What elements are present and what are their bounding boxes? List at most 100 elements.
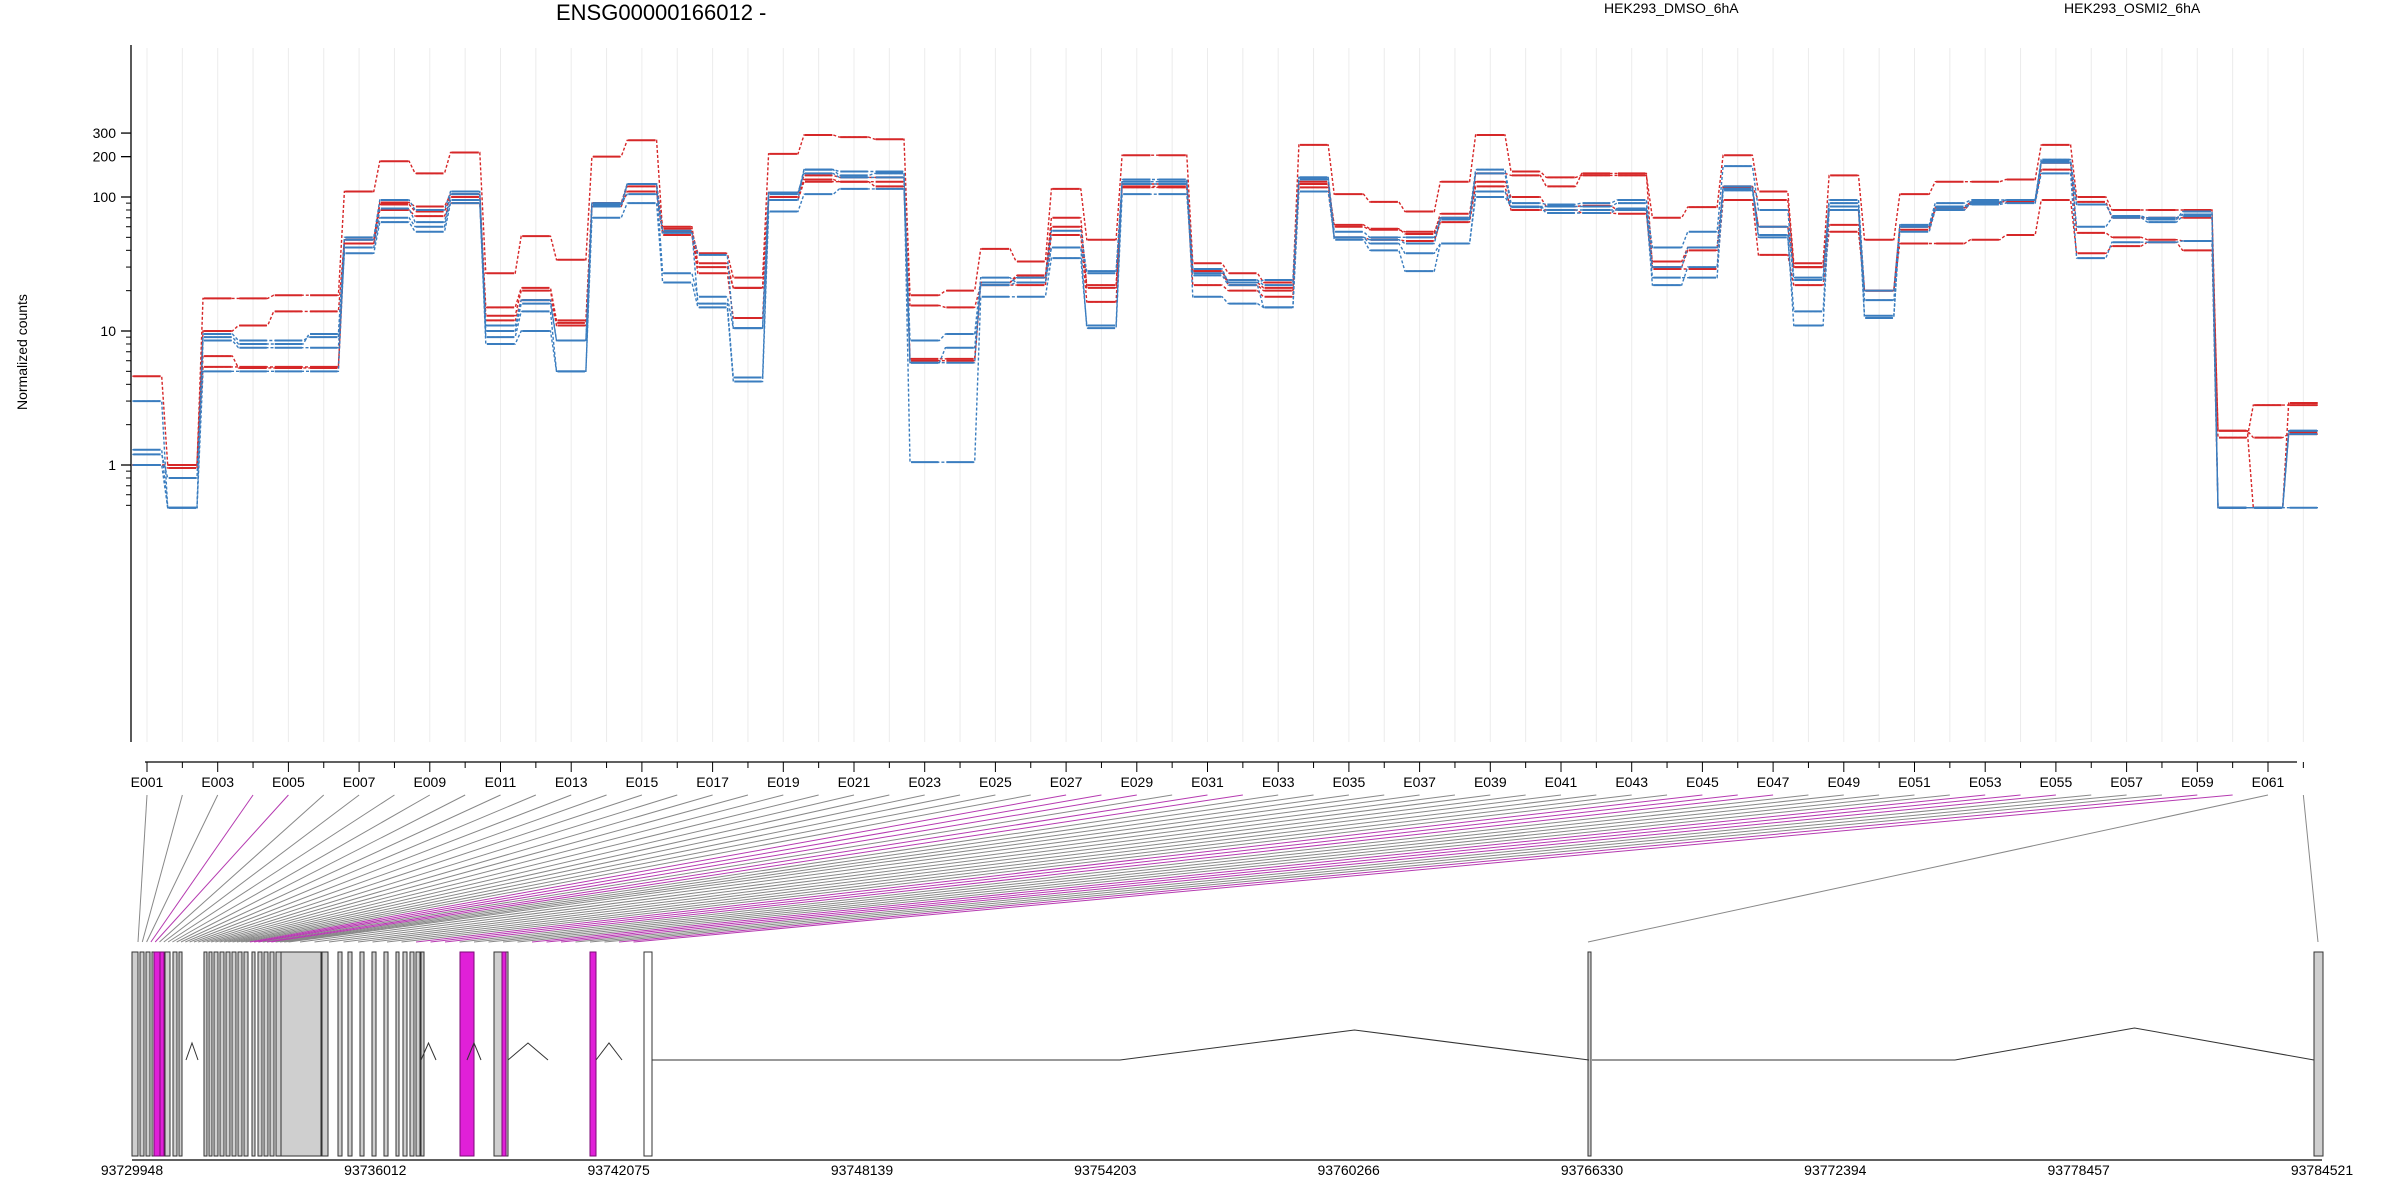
- exon-connector: [279, 794, 1314, 943]
- exon-connector: [299, 794, 1420, 943]
- exon-block: [145, 951, 151, 1157]
- exon-connector: [357, 794, 1562, 943]
- chart-title: ENSG00000166012 -: [556, 0, 767, 25]
- x-tick-label: E013: [555, 774, 588, 790]
- exon-connector: [531, 794, 1986, 943]
- exon-block: [237, 951, 243, 1157]
- x-tick-label: E017: [696, 774, 729, 790]
- exon-block: [269, 951, 275, 1157]
- exon-block: [337, 951, 343, 1157]
- exon-block: [131, 951, 139, 1157]
- x-tick-label: E051: [1898, 774, 1931, 790]
- highlighted-exon: [589, 951, 597, 1157]
- y-tick-label: 100: [93, 189, 117, 205]
- exon-block: [280, 951, 322, 1157]
- exon-block: [178, 951, 183, 1157]
- exon-connector: [459, 794, 1809, 943]
- exon-connector: [163, 794, 360, 943]
- highlighted-exon: [159, 951, 165, 1157]
- exon-connector: [2302, 794, 2319, 943]
- x-tick-label: E053: [1969, 774, 2002, 790]
- exon-connector: [266, 794, 1208, 943]
- intron-line: [185, 1041, 199, 1061]
- series-line: [132, 158, 2318, 509]
- exon-connector: [172, 794, 431, 943]
- x-tick-label: E015: [626, 774, 659, 790]
- exon-connector: [633, 794, 2233, 943]
- exon-connector: [372, 794, 1597, 943]
- intron-line: [1119, 1029, 1590, 1061]
- exon-connector: [284, 794, 1349, 943]
- exon-block: [347, 951, 353, 1157]
- exon-connector: [202, 794, 678, 943]
- series-line: [132, 162, 2318, 509]
- exon-block: [164, 951, 171, 1157]
- exon-connector: [146, 794, 219, 943]
- exon-block: [359, 951, 365, 1157]
- exon-block: [321, 951, 329, 1157]
- exon-connector: [167, 794, 395, 943]
- exon-connector: [328, 794, 1491, 943]
- intron-line: [420, 1041, 437, 1061]
- x-tick-label: E033: [1262, 774, 1295, 790]
- x-tick-label: E055: [2040, 774, 2073, 790]
- y-tick-label: 300: [93, 125, 117, 141]
- exon-connector: [236, 794, 961, 943]
- x-tick-label: E025: [979, 774, 1012, 790]
- exon-connector: [488, 794, 1880, 943]
- x-tick-label: E039: [1474, 774, 1507, 790]
- exon-connector: [415, 794, 1703, 943]
- exon-block: [203, 951, 208, 1157]
- genomic-tick-label: 93729948: [101, 1162, 164, 1178]
- series-line: [132, 181, 2318, 469]
- exon-block: [208, 951, 213, 1157]
- exon-block: [243, 951, 249, 1157]
- y-tick-label: 1: [108, 457, 116, 473]
- exon-connector: [159, 794, 325, 943]
- genomic-tick-label: 93742075: [588, 1162, 651, 1178]
- series-line: [132, 168, 2318, 466]
- x-tick-label: E061: [2252, 774, 2285, 790]
- x-tick-label: E045: [1686, 774, 1719, 790]
- series-line: [132, 168, 2318, 509]
- exon-block: [263, 951, 269, 1157]
- x-tick-label: E029: [1120, 774, 1153, 790]
- exon-connector: [219, 794, 819, 943]
- exon-connector: [141, 794, 183, 943]
- x-tick-label: E019: [767, 774, 800, 790]
- exon-block: [231, 951, 237, 1157]
- exon-connector: [176, 794, 466, 943]
- exon-block: [275, 951, 282, 1157]
- exon-block: [219, 951, 225, 1157]
- exon-connector: [618, 794, 2198, 943]
- genomic-tick-label: 93736012: [344, 1162, 407, 1178]
- exon-connector: [228, 794, 890, 943]
- exon-connector: [401, 794, 1668, 943]
- exon-connector: [560, 794, 2056, 943]
- exon-block: [409, 951, 415, 1157]
- genomic-tick-label: 93754203: [1074, 1162, 1137, 1178]
- exon-block: [2313, 951, 2324, 1157]
- exon-connector: [180, 794, 501, 943]
- highlighted-exon: [459, 951, 475, 1157]
- exon-connector: [154, 794, 289, 943]
- exon-connector: [546, 794, 2021, 943]
- exon-connector: [473, 794, 1844, 943]
- x-tick-label: E001: [131, 774, 164, 790]
- genomic-tick-label: 93760266: [1318, 1162, 1381, 1178]
- x-tick-label: E011: [485, 774, 517, 790]
- exon-connector: [275, 794, 1279, 943]
- genomic-tick-label: 93784521: [2291, 1162, 2354, 1178]
- exon-connector: [249, 794, 1067, 943]
- exon-block: [415, 951, 421, 1157]
- genomic-tick-label: 93772394: [1804, 1162, 1867, 1178]
- exon-connector: [502, 794, 1915, 943]
- exon-connector: [241, 794, 996, 943]
- exon-connector: [254, 794, 1102, 943]
- x-tick-label: E041: [1545, 774, 1578, 790]
- exon-connector: [206, 794, 713, 943]
- legend-osmi: HEK293_OSMI2_6hA: [2064, 0, 2201, 16]
- exon-connector: [271, 794, 1243, 943]
- highlighted-exon: [501, 951, 507, 1157]
- exon-connector: [150, 794, 254, 943]
